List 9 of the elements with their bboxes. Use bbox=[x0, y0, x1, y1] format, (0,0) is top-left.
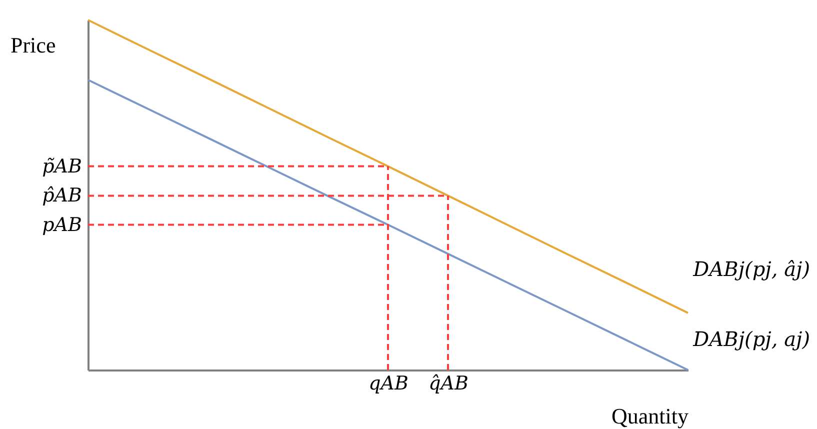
series-label: DABj(pj, aj) bbox=[692, 327, 810, 351]
y-axis-title: Price bbox=[10, 32, 56, 58]
series-label: p̃AB bbox=[42, 155, 82, 178]
series-label: pAB bbox=[42, 214, 82, 236]
x-axis-title: Quantity bbox=[612, 404, 688, 428]
x-tick-label: q̂AB bbox=[428, 372, 468, 394]
x-tick-label: qAB bbox=[368, 372, 408, 394]
series-label: p̂AB bbox=[42, 184, 82, 207]
series-label: DABj(pj, âj) bbox=[692, 256, 810, 281]
